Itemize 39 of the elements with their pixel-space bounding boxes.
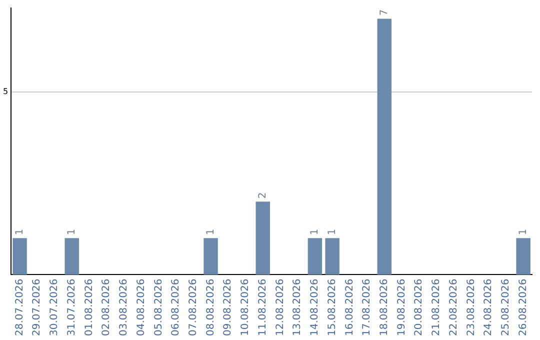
x-tick-label: 15.08.2026 — [326, 278, 338, 336]
data-label: 1 — [310, 228, 321, 236]
x-tick-label: 09.08.2026 — [222, 278, 234, 336]
x-tick-label: 31.07.2026 — [66, 278, 78, 336]
x-tick-label: 26.08.2026 — [518, 278, 529, 336]
x-tick-label: 23.08.2026 — [466, 278, 477, 336]
x-tick-label: 02.08.2026 — [101, 278, 112, 336]
data-label: 1 — [205, 228, 216, 236]
x-tick-label: 18.08.2026 — [379, 278, 390, 336]
data-label: 1 — [326, 228, 338, 236]
x-tick-label: 22.08.2026 — [448, 278, 460, 336]
data-label: 1 — [518, 228, 529, 236]
x-tick-label: 01.08.2026 — [84, 278, 95, 336]
x-tick-label: 30.07.2026 — [49, 278, 60, 336]
x-tick-label: 10.08.2026 — [240, 278, 252, 336]
x-tick-label: 16.08.2026 — [344, 278, 356, 336]
x-tick-label: 21.08.2026 — [431, 278, 442, 336]
x-tick-label: 05.08.2026 — [153, 278, 164, 336]
x-tick-label: 20.08.2026 — [414, 278, 425, 336]
data-label: 7 — [379, 9, 390, 16]
x-tick-label: 03.08.2026 — [118, 278, 130, 336]
x-tick-label: 06.08.2026 — [170, 278, 182, 336]
x-tick-label: 07.08.2026 — [188, 278, 199, 336]
data-label: 1 — [14, 228, 26, 236]
x-tick-label: 28.07.2026 — [14, 278, 26, 336]
x-tick-label: 17.08.2026 — [362, 278, 373, 336]
x-tick-label: 25.08.2026 — [500, 278, 512, 336]
data-label: 1 — [66, 228, 78, 236]
x-tick-label: 24.08.2026 — [483, 278, 494, 336]
x-tick-label: 12.08.2026 — [274, 278, 286, 336]
x-tick-label: 14.08.2026 — [310, 278, 321, 336]
x-tick-label: 13.08.2026 — [292, 278, 304, 336]
x-tick-label: 11.08.2026 — [257, 278, 268, 336]
x-tick-label: 04.08.2026 — [136, 278, 147, 336]
y-tick-label: 5 — [2, 86, 8, 96]
x-tick-label: 29.07.2026 — [32, 278, 43, 336]
x-tick-label: 08.08.2026 — [205, 278, 216, 336]
data-label: 2 — [257, 192, 268, 199]
x-tick-label: 19.08.2026 — [396, 278, 408, 336]
